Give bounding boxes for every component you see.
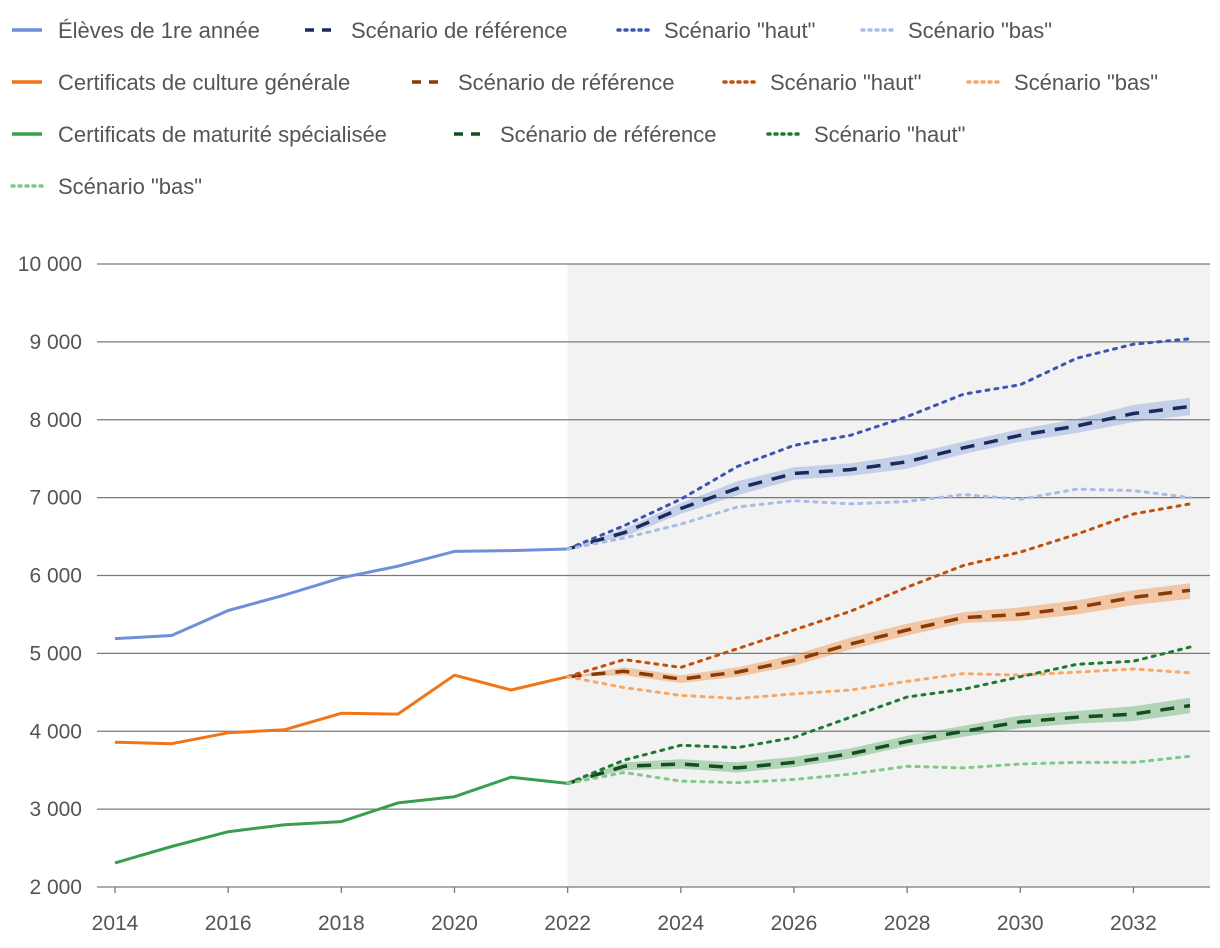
legend-item: Certificats de culture générale — [12, 70, 350, 95]
x-tick-label: 2014 — [92, 912, 139, 935]
legend-item: Scénario de référence — [454, 122, 716, 147]
y-tick-label: 4 000 — [29, 720, 82, 743]
legend-item: Scénario de référence — [305, 18, 567, 43]
series-line — [566, 487, 1192, 551]
series-line — [567, 703, 1191, 786]
x-tick-label: 2026 — [771, 912, 818, 935]
y-tick-label: 3 000 — [29, 798, 82, 821]
legend-item: Certificats de maturité spécialisée — [12, 122, 387, 147]
x-tick-label: 2018 — [318, 912, 365, 935]
x-tick-label: 2022 — [544, 912, 591, 935]
legend-label: Scénario "haut" — [814, 122, 965, 147]
legend-label: Scénario "bas" — [1014, 70, 1158, 95]
legend-item: Élèves de 1re année — [12, 18, 260, 43]
y-axis: 2 000 3 000 4 000 5 000 6 000 7 000 8 000 9 000… — [18, 253, 82, 899]
series-line — [567, 588, 1191, 681]
legend-label: Scénario "bas" — [58, 174, 202, 199]
x-axis: 2014 2016 2018 2020 2022 2024 2026 2028 2030 2032 — [92, 887, 1157, 935]
x-tick-label: 2016 — [205, 912, 252, 935]
legend: Élèves de 1re année Scénario de référence… — [10, 18, 1158, 199]
legend-label: Scénario "haut" — [770, 70, 921, 95]
legend-item: Scénario "haut" — [766, 122, 965, 147]
series-line — [566, 645, 1192, 785]
confidence-band — [567, 397, 1190, 549]
x-tick-label: 2028 — [884, 912, 931, 935]
legend-label: Scénario "haut" — [664, 18, 815, 43]
y-tick-label: 6 000 — [29, 565, 82, 588]
y-tick-label: 8 000 — [29, 409, 82, 432]
y-tick-label: 10 000 — [18, 253, 82, 276]
x-tick-label: 2024 — [657, 912, 704, 935]
y-tick-label: 2 000 — [29, 876, 82, 899]
legend-label: Scénario de référence — [458, 70, 674, 95]
series-line — [566, 337, 1192, 551]
series-line — [567, 404, 1191, 551]
legend-item: Scénario "bas" — [966, 70, 1158, 95]
y-tick-label: 9 000 — [29, 331, 82, 354]
series-line — [566, 754, 1192, 785]
legend-label: Scénario de référence — [351, 18, 567, 43]
legend-label: Certificats de culture générale — [58, 70, 350, 95]
legend-item: Scénario "haut" — [722, 70, 921, 95]
uncertainty-bands — [567, 397, 1190, 784]
series-line — [114, 547, 568, 641]
confidence-band — [567, 583, 1190, 683]
legend-item: Scénario "bas" — [860, 18, 1052, 43]
y-tick-label: 7 000 — [29, 487, 82, 510]
y-tick-label: 5 000 — [29, 642, 82, 665]
legend-label: Certificats de maturité spécialisée — [58, 122, 387, 147]
legend-item: Scénario "haut" — [616, 18, 815, 43]
legend-item: Scénario "bas" — [10, 174, 202, 199]
legend-item: Scénario de référence — [412, 70, 674, 95]
series-line — [566, 502, 1192, 679]
legend-label: Scénario de référence — [500, 122, 716, 147]
legend-label: Élèves de 1re année — [58, 18, 260, 43]
series-line — [566, 667, 1192, 700]
confidence-band — [567, 697, 1190, 784]
series-lines — [114, 337, 1192, 865]
gridlines — [97, 263, 1210, 888]
series-line — [114, 673, 568, 746]
x-tick-label: 2020 — [431, 912, 478, 935]
series-line — [114, 775, 568, 865]
x-tick-label: 2032 — [1110, 912, 1157, 935]
x-tick-label: 2030 — [997, 912, 1044, 935]
legend-label: Scénario "bas" — [908, 18, 1052, 43]
plot-area: 2014 2016 2018 2020 2022 2024 2026 2028 2030 2032… — [18, 253, 1210, 935]
